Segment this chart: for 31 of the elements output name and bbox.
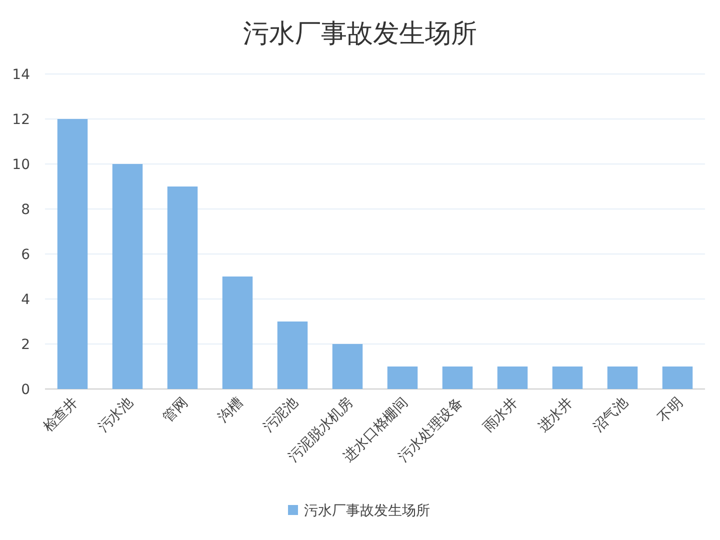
bar [112,164,143,389]
x-tick-label: 不明 [655,394,686,426]
x-tick-label: 沟槽 [215,394,246,426]
x-tick-label: 雨水井 [480,394,522,436]
bar [277,322,308,389]
x-tick-label: 污泥池 [260,394,302,436]
y-tick-label: 0 [21,382,30,398]
y-tick-label: 8 [21,202,30,218]
bar [57,119,88,389]
x-tick-label: 检查井 [40,394,82,436]
y-tick-label: 14 [12,67,30,83]
bar [442,366,473,389]
x-tick-label: 进水井 [535,394,576,436]
y-tick-label: 6 [21,247,30,263]
y-tick-label: 2 [21,337,30,353]
bar [497,366,528,389]
chart-title: 污水厂事故发生场所 [243,19,477,49]
bar [332,344,363,389]
y-tick-label: 4 [21,292,30,308]
x-tick-label: 管网 [160,394,192,426]
x-tick-label: 污水池 [95,394,136,436]
bar [167,186,198,389]
bar [222,276,253,389]
y-tick-label: 12 [12,112,30,128]
bar [552,366,583,389]
bar [662,366,693,389]
bar [607,366,638,389]
legend-label: 污水厂事故发生场所 [304,503,430,519]
x-tick-label: 沼气池 [590,394,632,436]
bar [387,366,418,389]
y-tick-label: 10 [12,157,30,173]
